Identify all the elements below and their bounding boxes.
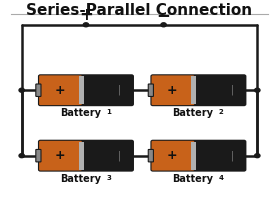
Text: |: |: [118, 85, 121, 95]
Bar: [79, 142, 84, 170]
Circle shape: [255, 154, 260, 158]
Text: |: |: [118, 150, 121, 161]
FancyBboxPatch shape: [151, 141, 194, 171]
FancyBboxPatch shape: [148, 149, 153, 162]
Circle shape: [19, 88, 24, 92]
FancyBboxPatch shape: [36, 149, 41, 162]
Text: 2: 2: [218, 109, 223, 115]
Bar: [79, 76, 84, 104]
Text: 1: 1: [106, 109, 111, 115]
Text: +: +: [54, 84, 65, 97]
Text: +: +: [79, 6, 93, 24]
Text: |: |: [230, 85, 234, 95]
FancyBboxPatch shape: [39, 75, 133, 105]
FancyBboxPatch shape: [39, 141, 82, 171]
Text: 4: 4: [218, 175, 223, 181]
Text: −: −: [157, 6, 170, 24]
FancyBboxPatch shape: [39, 75, 82, 105]
FancyBboxPatch shape: [151, 75, 246, 105]
FancyBboxPatch shape: [151, 141, 246, 171]
FancyBboxPatch shape: [39, 141, 133, 171]
Text: Battery: Battery: [172, 174, 213, 184]
Text: Battery: Battery: [60, 174, 101, 184]
FancyBboxPatch shape: [151, 75, 194, 105]
Text: +: +: [167, 84, 177, 97]
Text: Battery: Battery: [172, 108, 213, 118]
Text: +: +: [54, 149, 65, 162]
Circle shape: [161, 23, 166, 27]
Text: 3: 3: [106, 175, 111, 181]
FancyBboxPatch shape: [148, 84, 153, 96]
Text: |: |: [230, 150, 234, 161]
Bar: [191, 142, 196, 170]
FancyBboxPatch shape: [36, 84, 41, 96]
Text: Series-Parallel Connection: Series-Parallel Connection: [27, 3, 252, 18]
Circle shape: [255, 88, 260, 92]
Text: Battery: Battery: [60, 108, 101, 118]
Text: +: +: [167, 149, 177, 162]
Circle shape: [83, 23, 89, 27]
Bar: [191, 76, 196, 104]
Circle shape: [19, 154, 24, 158]
